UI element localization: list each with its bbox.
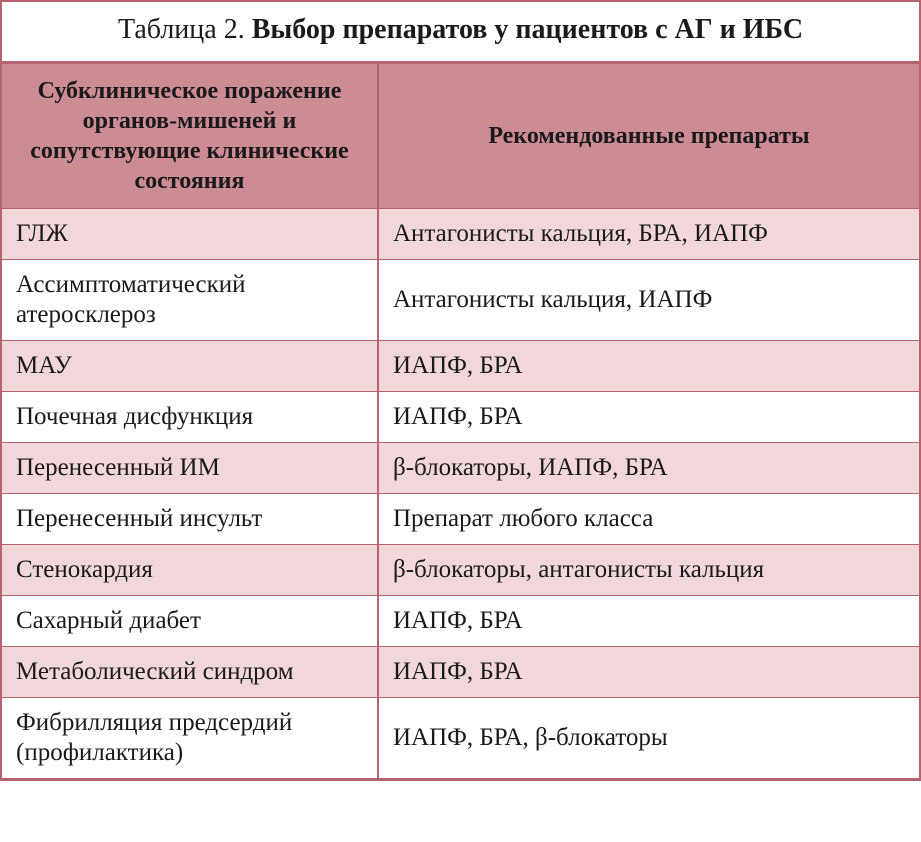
col-header-drugs: Рекомендованные препараты xyxy=(378,64,919,209)
table-row: ГЛЖ Антагонисты кальция, БРА, ИАПФ xyxy=(2,209,919,260)
table-row: Фибрилляция предсердий (профилактика) ИА… xyxy=(2,698,919,779)
cell-drugs: ИАПФ, БРА, β-блокаторы xyxy=(378,698,919,779)
table-row: МАУ ИАПФ, БРА xyxy=(2,341,919,392)
table-row: Стенокардия β-блокаторы, антагонисты кал… xyxy=(2,545,919,596)
table-body: Субклиническое поражение органов-мишеней… xyxy=(2,63,919,779)
cell-condition: Ассимптоматический атеросклероз xyxy=(2,260,378,341)
table-row: Ассимптоматический атеросклероз Антагони… xyxy=(2,260,919,341)
cell-condition: Почечная дисфункция xyxy=(2,392,378,443)
cell-condition: Стенокардия xyxy=(2,545,378,596)
cell-condition: ГЛЖ xyxy=(2,209,378,260)
cell-drugs: Препарат любого класса xyxy=(378,494,919,545)
cell-drugs: ИАПФ, БРА xyxy=(378,596,919,647)
cell-drugs: ИАПФ, БРА xyxy=(378,341,919,392)
table-number: Таблица 2. xyxy=(118,14,252,45)
cell-condition: Метаболический синдром xyxy=(2,647,378,698)
table-row: Сахарный диабет ИАПФ, БРА xyxy=(2,596,919,647)
cell-condition: МАУ xyxy=(2,341,378,392)
cell-condition: Перенесенный ИМ xyxy=(2,443,378,494)
cell-drugs: Антагонисты кальция, БРА, ИАПФ xyxy=(378,209,919,260)
cell-drugs: Антагонисты кальция, ИАПФ xyxy=(378,260,919,341)
cell-drugs: ИАПФ, БРА xyxy=(378,647,919,698)
drug-selection-table: Таблица 2. Выбор препаратов у пациентов … xyxy=(0,0,921,781)
cell-drugs: ИАПФ, БРА xyxy=(378,392,919,443)
table-title: Таблица 2. Выбор препаратов у пациентов … xyxy=(2,0,919,63)
table-row: Перенесенный ИМ β-блокаторы, ИАПФ, БРА xyxy=(2,443,919,494)
table-row: Перенесенный инсульт Препарат любого кла… xyxy=(2,494,919,545)
cell-drugs: β-блокаторы, ИАПФ, БРА xyxy=(378,443,919,494)
table-title-text: Выбор препаратов у пациентов с АГ и ИБС xyxy=(252,14,803,45)
table-row: Почечная дисфункция ИАПФ, БРА xyxy=(2,392,919,443)
cell-condition: Фибрилляция предсердий (профилактика) xyxy=(2,698,378,779)
table-header-row: Субклиническое поражение органов-мишеней… xyxy=(2,64,919,209)
table-row: Метаболический синдром ИАПФ, БРА xyxy=(2,647,919,698)
cell-condition: Перенесенный инсульт xyxy=(2,494,378,545)
cell-drugs: β-блокаторы, антагонисты кальция xyxy=(378,545,919,596)
col-header-condition: Субклиническое поражение органов-мишеней… xyxy=(2,64,378,209)
cell-condition: Сахарный диабет xyxy=(2,596,378,647)
